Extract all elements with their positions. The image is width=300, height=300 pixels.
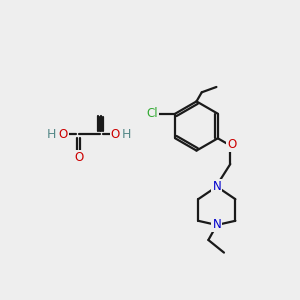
- Text: Cl: Cl: [146, 107, 158, 120]
- Text: N: N: [212, 180, 221, 193]
- Text: H: H: [47, 128, 56, 141]
- Text: O: O: [58, 128, 68, 141]
- Text: N: N: [212, 218, 221, 232]
- Text: O: O: [227, 138, 236, 152]
- Text: H: H: [122, 128, 131, 141]
- Text: O: O: [74, 151, 83, 164]
- Text: N: N: [212, 180, 221, 193]
- Text: O: O: [111, 128, 120, 141]
